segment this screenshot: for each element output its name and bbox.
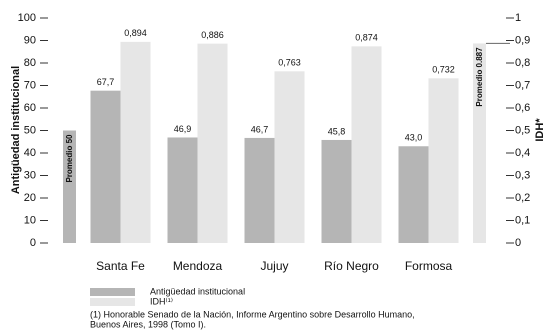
y2-tick-label: 0,3 (515, 169, 530, 181)
value-label: 45,8 (328, 126, 346, 136)
y2-tick-label: 0,7 (515, 79, 530, 91)
y-tick-label: 0 (30, 237, 36, 249)
y2-tick-label: 0,1 (515, 214, 530, 226)
bar (398, 146, 429, 243)
legend-swatch (90, 298, 135, 306)
y-tick-label: 80 (24, 57, 36, 69)
y2-tick-label: 1 (515, 12, 521, 24)
value-label: 43,0 (405, 133, 423, 143)
y2-tick-label: 0,2 (515, 192, 530, 204)
bar (167, 137, 198, 243)
value-label: 0,874 (355, 33, 378, 43)
reference-bar (63, 130, 76, 243)
value-label: 46,9 (174, 124, 192, 134)
legend-label: IDH⁽¹⁾ (150, 296, 173, 306)
y2-tick-label: 0,5 (515, 124, 530, 136)
y-tick-label: 50 (24, 124, 36, 136)
bar (197, 43, 228, 244)
bar (428, 78, 459, 243)
value-label: 67,7 (97, 77, 115, 87)
value-label: 0,886 (201, 30, 224, 40)
value-label: 0,894 (124, 28, 147, 38)
footnote: (1) Honorable Senado de la Nación, Infor… (90, 309, 415, 319)
legend-label: Antigüedad institucional (150, 286, 245, 296)
footnote: Buenos Aires, 1998 (Tomo I). (90, 319, 206, 329)
x-tick-label: Río Negro (324, 259, 379, 273)
legend-swatch (90, 288, 135, 296)
bar (120, 41, 151, 243)
y-tick-label: 60 (24, 102, 36, 114)
bar (351, 46, 382, 243)
y-tick-label: 40 (24, 147, 36, 159)
value-label: 0,732 (432, 65, 455, 75)
y-axis-label: Antigüedad institucional (10, 66, 22, 194)
y-tick-label: 20 (24, 192, 36, 204)
y-tick-label: 90 (24, 34, 36, 46)
x-tick-label: Formosa (405, 259, 453, 273)
y2-axis-label: IDH* (534, 118, 546, 142)
value-label: 46,7 (251, 124, 269, 134)
y-tick-label: 30 (24, 169, 36, 181)
y2-tick-label: 0,9 (515, 34, 530, 46)
y-tick-label: 100 (18, 12, 36, 24)
x-tick-label: Jujuy (260, 259, 288, 273)
y2-tick-label: 0,6 (515, 102, 530, 114)
reference-bar (473, 43, 486, 243)
reference-label: Promedio 0.887 (475, 47, 484, 107)
bar (274, 71, 305, 243)
y2-tick-label: 0,8 (515, 57, 530, 69)
x-tick-label: Mendoza (173, 259, 223, 273)
x-tick-label: Santa Fe (96, 259, 145, 273)
bar (90, 90, 121, 243)
y-tick-label: 10 (24, 214, 36, 226)
y2-tick-label: 0,4 (515, 147, 530, 159)
value-label: 0,763 (278, 58, 301, 68)
bar (321, 139, 352, 243)
y-tick-label: 70 (24, 79, 36, 91)
reference-label: Promedio 50 (65, 134, 74, 183)
y2-tick-label: 0 (515, 237, 521, 249)
bar (244, 137, 275, 243)
